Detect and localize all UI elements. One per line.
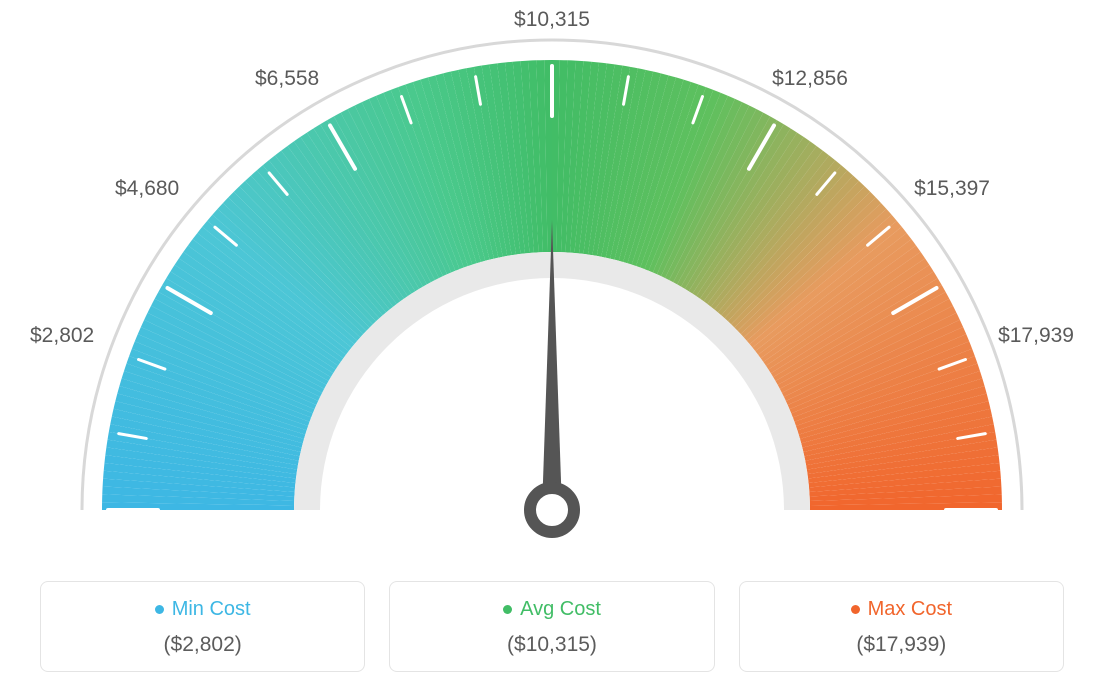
gauge-needle-hub	[530, 488, 574, 532]
legend-title-min: Min Cost	[155, 598, 251, 621]
legend-value-avg: ($10,315)	[400, 633, 703, 657]
scale-label: $10,315	[514, 8, 590, 31]
legend-dot-avg	[503, 605, 512, 614]
legend-dot-max	[851, 605, 860, 614]
legend-label-max: Max Cost	[868, 598, 952, 621]
legend-label-avg: Avg Cost	[520, 598, 601, 621]
scale-label: $15,397	[914, 177, 990, 200]
scale-label: $12,856	[772, 67, 848, 90]
scale-label: $2,802	[30, 324, 94, 347]
legend-card-min: Min Cost ($2,802)	[40, 581, 365, 672]
legend-value-min: ($2,802)	[51, 633, 354, 657]
gauge-chart-container: $2,802 $4,680 $6,558 $10,315 $12,856 $15,397 $…	[0, 0, 1104, 690]
legend-row: Min Cost ($2,802) Avg Cost ($10,315) Max…	[40, 581, 1064, 672]
scale-label: $4,680	[115, 177, 179, 200]
legend-value-max: ($17,939)	[750, 633, 1053, 657]
gauge-area: $2,802 $4,680 $6,558 $10,315 $12,856 $15,397 $…	[0, 0, 1104, 560]
legend-title-max: Max Cost	[851, 598, 952, 621]
scale-label: $6,558	[255, 67, 319, 90]
gauge-svg: $2,802 $4,680 $6,558 $10,315 $12,856 $15,397 $…	[0, 0, 1104, 560]
legend-card-max: Max Cost ($17,939)	[739, 581, 1064, 672]
legend-label-min: Min Cost	[172, 598, 251, 621]
legend-card-avg: Avg Cost ($10,315)	[389, 581, 714, 672]
legend-dot-min	[155, 605, 164, 614]
scale-label: $17,939	[998, 324, 1074, 347]
legend-title-avg: Avg Cost	[503, 598, 601, 621]
